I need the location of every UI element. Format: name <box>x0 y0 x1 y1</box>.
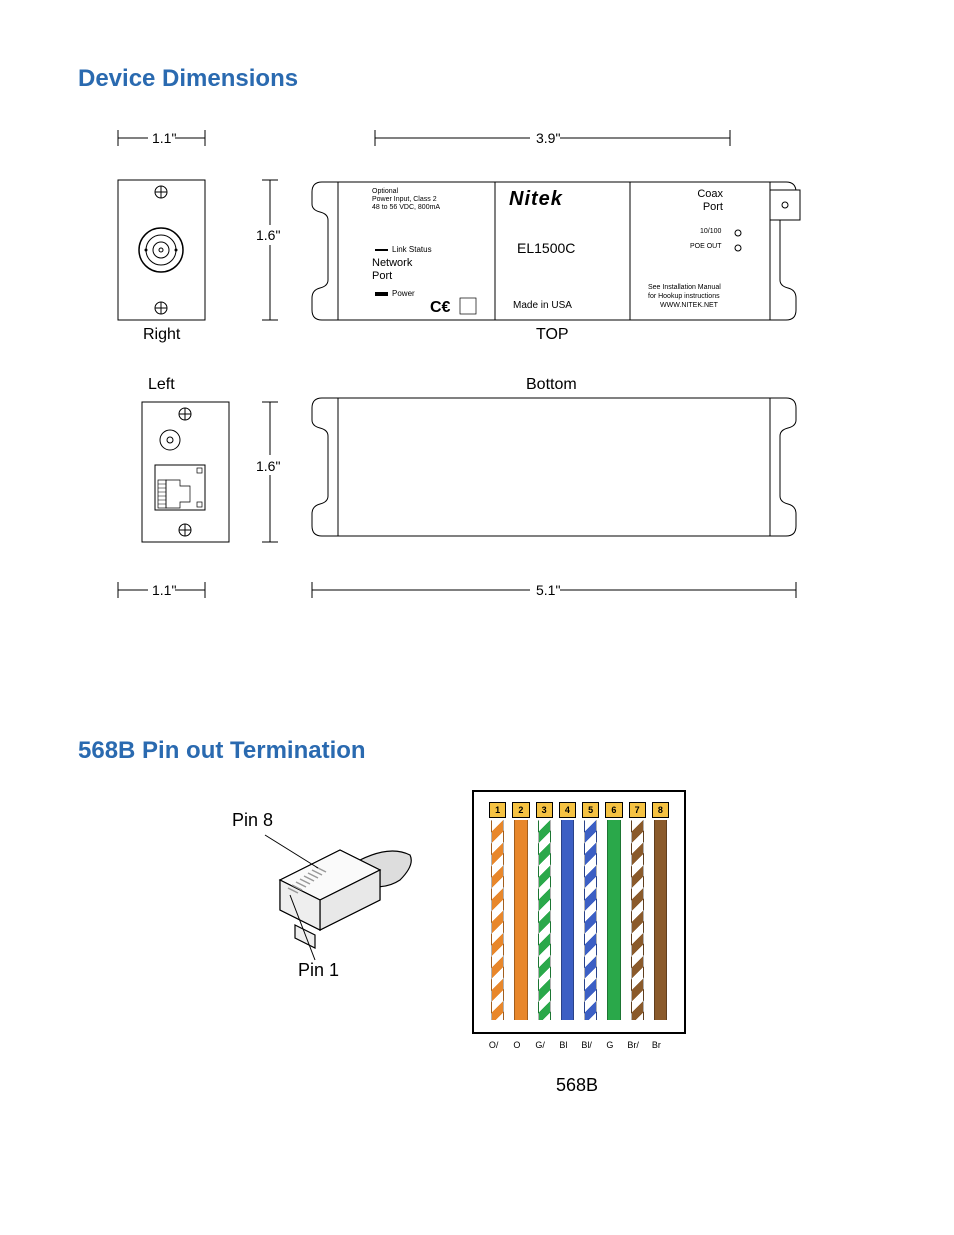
led-10-100: 10/100 <box>700 228 721 235</box>
rj45-connector <box>240 830 420 980</box>
link-status: Link Status <box>392 245 432 254</box>
pinout-label: 568B <box>556 1075 598 1096</box>
dimensions-diagram: C€ <box>100 120 860 640</box>
wire <box>538 820 551 1020</box>
brand: Nitek <box>509 188 563 211</box>
manual-1: See Installation Manual <box>648 284 721 291</box>
view-top: TOP <box>536 326 569 344</box>
wire <box>654 820 667 1020</box>
wire-label: Bl/ <box>575 1040 598 1050</box>
power-input-2: Power Input, Class 2 <box>372 196 437 203</box>
wire <box>631 820 644 1020</box>
view-bottom: Bottom <box>526 376 577 394</box>
pin-number: 1 <box>489 802 506 818</box>
dim-height-right: 1.6" <box>256 227 280 243</box>
coax-port: Port <box>693 201 723 213</box>
svg-text:C€: C€ <box>430 299 451 316</box>
wire-label: G/ <box>529 1040 552 1050</box>
wire <box>561 820 574 1020</box>
view-left: Left <box>148 376 175 394</box>
pin-number: 4 <box>559 802 576 818</box>
dim-width-bottom: 5.1" <box>536 582 560 598</box>
pin-number: 6 <box>605 802 622 818</box>
dim-width-right: 1.1" <box>152 130 176 146</box>
pin-number: 3 <box>536 802 553 818</box>
coax: Coax <box>693 188 723 200</box>
heading-pinout: 568B Pin out Termination <box>78 737 366 765</box>
wire-label: O/ <box>482 1040 505 1050</box>
pin8-label: Pin 8 <box>232 810 273 831</box>
manual-3: WWW.NITEK.NET <box>660 302 718 309</box>
dim-width-top: 3.9" <box>536 130 560 146</box>
pin-number: 8 <box>652 802 669 818</box>
wire <box>491 820 504 1020</box>
heading-dimensions: Device Dimensions <box>78 65 298 93</box>
power-label: Power <box>392 289 415 298</box>
model: EL1500C <box>517 240 575 256</box>
network: Network <box>372 257 412 269</box>
wire <box>514 820 527 1020</box>
pin-number: 2 <box>512 802 529 818</box>
pin1-label: Pin 1 <box>298 960 339 981</box>
wire <box>607 820 620 1020</box>
wire <box>584 820 597 1020</box>
wire-label: G <box>598 1040 621 1050</box>
led-poe: POE OUT <box>690 243 722 250</box>
port: Port <box>372 270 392 282</box>
page: Device Dimensions <box>0 0 954 1235</box>
manual-2: for Hookup instructions <box>648 293 720 300</box>
pin-number: 7 <box>629 802 646 818</box>
power-input-1: Optional <box>372 188 398 195</box>
power-input-3: 48 to 56 VDC, 800mA <box>372 204 440 211</box>
dim-height-left: 1.6" <box>256 458 280 474</box>
pin-number: 5 <box>582 802 599 818</box>
wire-label: Br <box>645 1040 668 1050</box>
view-right: Right <box>143 326 180 344</box>
wire-label: Bl <box>552 1040 575 1050</box>
dim-width-left: 1.1" <box>152 582 176 598</box>
wiring-diagram: 12345678 O/OG/BlBl/GBr/Br <box>472 790 692 1070</box>
wire-label: Br/ <box>622 1040 645 1050</box>
made: Made in USA <box>513 300 572 311</box>
wire-label: O <box>505 1040 528 1050</box>
